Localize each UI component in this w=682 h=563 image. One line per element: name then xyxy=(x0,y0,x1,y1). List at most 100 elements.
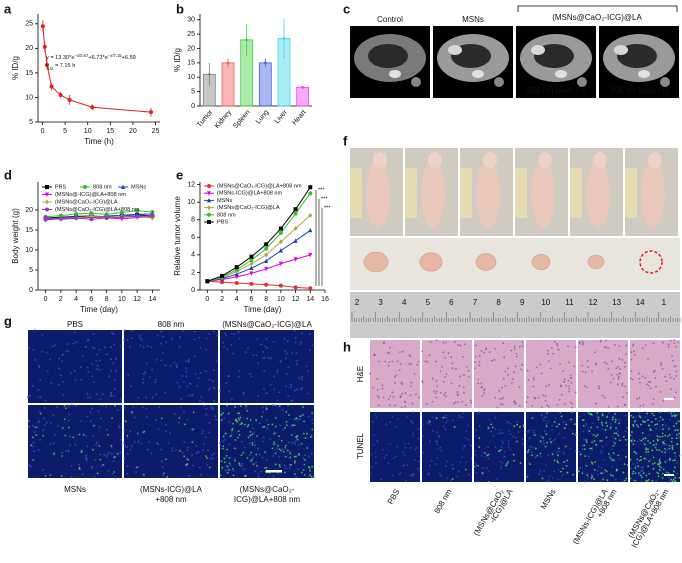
tunel-signal xyxy=(165,458,167,461)
nucleus xyxy=(521,443,524,446)
nucleus xyxy=(184,360,187,363)
tunel-signal xyxy=(226,404,229,407)
he-nucleus xyxy=(464,404,467,407)
tunel-signal xyxy=(263,425,266,428)
tunel-signal xyxy=(614,413,616,415)
he-nucleus xyxy=(625,353,627,355)
tunel-signal xyxy=(575,433,577,436)
he-nucleus xyxy=(625,391,628,394)
nucleus xyxy=(90,466,93,469)
nucleus xyxy=(109,346,112,349)
he-nucleus xyxy=(603,396,606,399)
he-nucleus xyxy=(393,381,396,384)
nucleus xyxy=(211,454,214,457)
nucleus xyxy=(299,342,302,345)
nucleus xyxy=(68,435,71,438)
legend-marker xyxy=(45,199,49,205)
bar-point xyxy=(282,37,286,40)
nucleus xyxy=(529,445,532,448)
he-nucleus xyxy=(500,397,503,400)
ruler-number: 6 xyxy=(449,298,454,307)
nucleus xyxy=(467,424,470,427)
nucleus xyxy=(385,454,388,457)
nucleus xyxy=(488,418,491,421)
nucleus xyxy=(42,468,45,471)
tunel-signal xyxy=(605,422,608,424)
y-tick-label: 15 xyxy=(25,70,33,77)
he-nucleus xyxy=(673,342,676,344)
tunel-signal xyxy=(634,479,637,482)
nucleus xyxy=(500,465,503,468)
column-label: MSNs xyxy=(64,485,86,494)
nucleus xyxy=(186,446,189,449)
nucleus xyxy=(640,469,643,472)
nucleus xyxy=(37,449,40,452)
x-tick-label: 12 xyxy=(133,296,141,303)
tunel-signal xyxy=(234,419,237,422)
he-nucleus xyxy=(539,363,542,366)
nucleus xyxy=(587,475,590,478)
nucleus xyxy=(52,414,55,417)
x-tick-label: Spleen xyxy=(232,109,251,130)
nucleus xyxy=(391,416,394,419)
tunel-signal xyxy=(273,441,276,444)
nucleus xyxy=(635,416,638,419)
tunel-signal xyxy=(665,471,668,474)
series-line xyxy=(207,254,311,282)
tunel-signal xyxy=(634,420,636,423)
tunel-signal xyxy=(605,470,608,473)
he-nucleus xyxy=(443,393,445,396)
nucleus xyxy=(669,418,672,421)
tunel-signal xyxy=(672,478,675,481)
tunel-signal xyxy=(637,472,640,474)
he-nucleus xyxy=(673,339,676,341)
tunel-signal xyxy=(274,452,277,455)
he-nucleus xyxy=(568,385,570,388)
nucleus xyxy=(655,480,658,483)
tunel-signal xyxy=(645,448,648,451)
nucleus xyxy=(212,386,215,389)
marker xyxy=(249,258,254,263)
tunel-signal xyxy=(265,408,268,410)
nucleus xyxy=(476,480,479,483)
nucleus xyxy=(141,406,144,409)
tunel-signal xyxy=(633,450,636,453)
tunel-signal xyxy=(126,434,129,437)
nucleus xyxy=(161,351,164,354)
he-nucleus xyxy=(621,358,624,361)
y-tick-label: 8 xyxy=(191,217,195,224)
tunel-signal xyxy=(310,475,313,478)
he-nucleus xyxy=(475,355,477,358)
tunel-signal xyxy=(559,470,562,473)
nucleus xyxy=(109,358,112,361)
nucleus xyxy=(608,455,611,458)
tunel-signal xyxy=(668,434,671,436)
marker xyxy=(264,282,269,287)
nucleus xyxy=(144,371,147,374)
tunel-signal xyxy=(82,433,85,436)
he-nucleus xyxy=(570,376,573,379)
he-nucleus xyxy=(426,360,429,363)
marker xyxy=(89,217,94,222)
tunel-signal xyxy=(78,433,81,436)
nucleus xyxy=(554,417,557,420)
y-tick-label: 25 xyxy=(187,31,195,38)
nucleus xyxy=(312,344,315,347)
nucleus xyxy=(563,436,566,439)
nucleus xyxy=(625,444,628,447)
tunel-signal xyxy=(287,404,289,407)
he-nucleus xyxy=(542,394,545,397)
tunel-signal xyxy=(279,465,281,468)
nucleus xyxy=(539,469,541,472)
nucleus xyxy=(227,375,230,378)
nucleus xyxy=(558,450,561,453)
half-life: t1/2 = 7.15 h xyxy=(46,63,75,70)
tunel-signal xyxy=(601,439,603,442)
marker xyxy=(293,257,298,262)
tunel-signal xyxy=(464,468,467,471)
panel-letter: a xyxy=(4,1,12,16)
he-nucleus xyxy=(417,360,420,363)
y-tick-label: 30 xyxy=(187,17,195,24)
he-nucleus xyxy=(421,350,424,353)
tunel-signal xyxy=(648,460,651,463)
